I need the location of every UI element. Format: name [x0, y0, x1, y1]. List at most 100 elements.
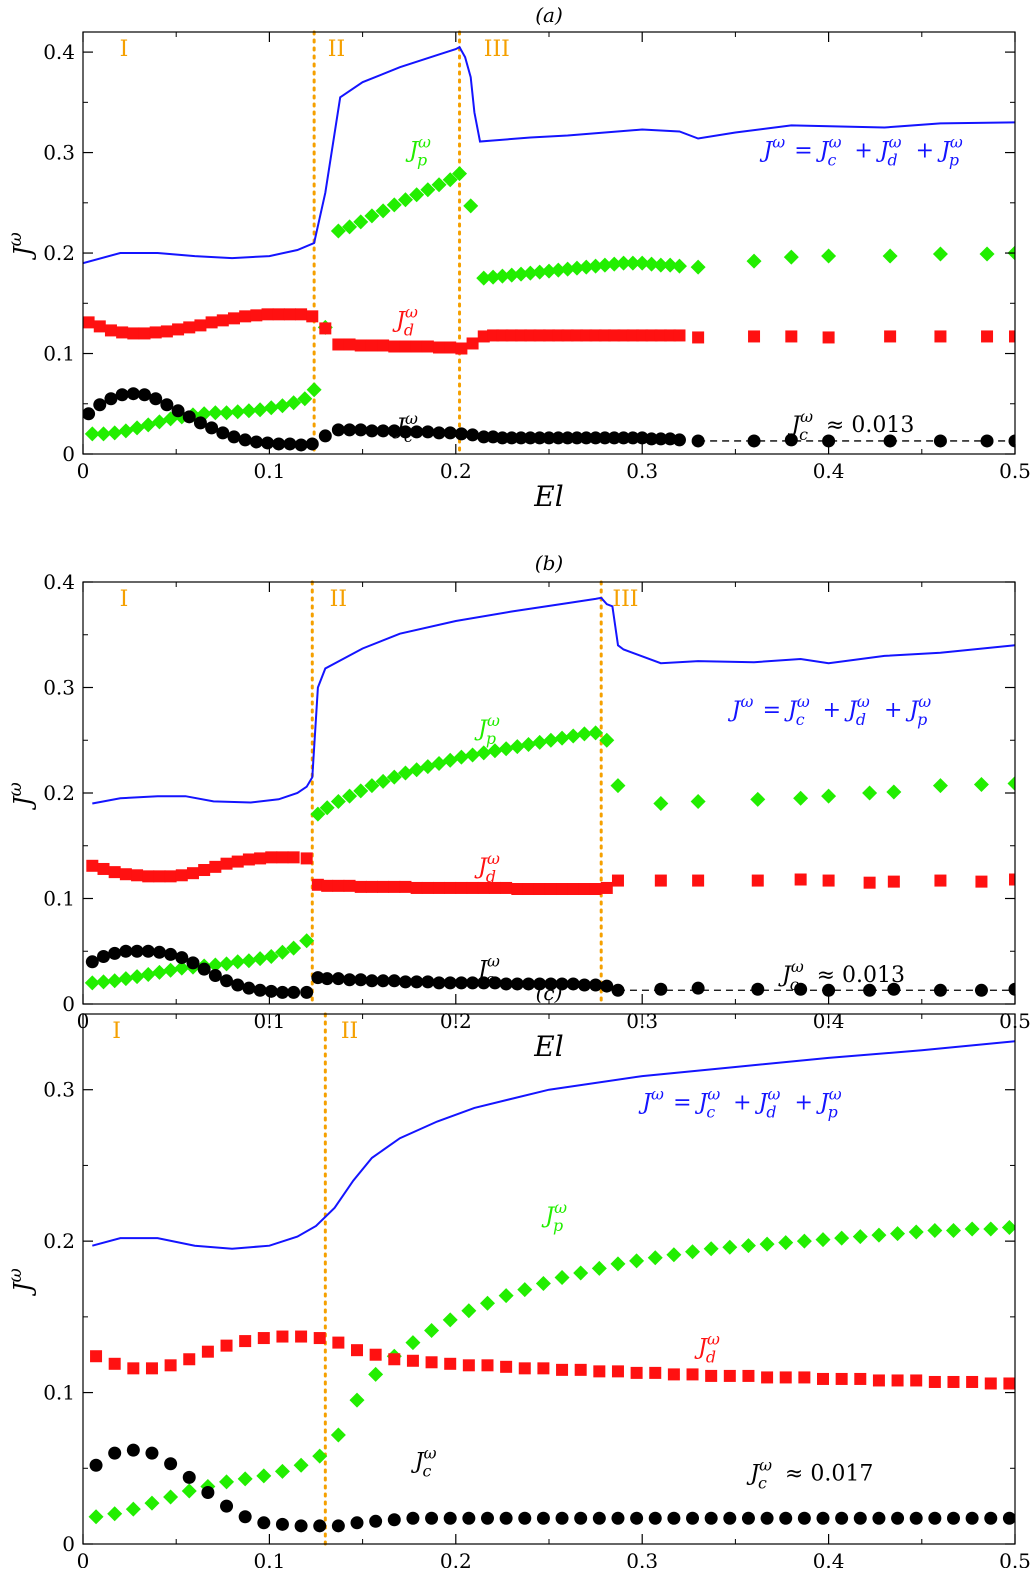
point-Jd — [518, 1362, 531, 1375]
point-Jd — [854, 1372, 867, 1385]
point-Jc — [723, 1511, 737, 1525]
y-axis-label-group: Jω — [6, 782, 37, 811]
point-Jd — [751, 874, 764, 887]
point-Jp — [342, 219, 358, 235]
point-Jc — [354, 423, 368, 437]
point-Jd — [636, 329, 649, 342]
point-Jp — [532, 734, 548, 750]
point-Jc — [130, 944, 144, 958]
point-Jc — [398, 975, 412, 989]
point-Jd — [692, 331, 705, 344]
point-Jc — [741, 1511, 755, 1525]
point-Jp — [882, 248, 898, 264]
point-Jp — [241, 953, 257, 969]
region-label: III — [612, 587, 638, 612]
point-Jd — [934, 874, 947, 887]
panel-label: (b) — [535, 551, 563, 575]
point-Jc — [231, 978, 245, 992]
point-Jp — [241, 403, 257, 419]
point-Jp — [554, 1269, 570, 1285]
point-Jd — [611, 1365, 624, 1378]
point-Jd — [835, 1372, 848, 1385]
y-tick-label: 0.3 — [43, 141, 75, 165]
point-Jp — [174, 960, 190, 976]
point-Jc — [104, 392, 118, 406]
x-tick-label: 0 — [77, 1549, 90, 1568]
point-Jd — [186, 867, 199, 880]
point-Jd — [785, 330, 798, 343]
point-Jd — [231, 855, 244, 868]
point-Jp — [588, 725, 604, 741]
point-Jc — [600, 979, 614, 993]
series-line-total — [92, 1040, 1015, 1250]
point-Jp — [330, 223, 346, 239]
point-Jc — [97, 950, 111, 964]
point-Jd — [455, 881, 468, 894]
point-Jc — [488, 976, 502, 990]
point-Jd — [1009, 873, 1015, 886]
point-Jp — [722, 1239, 738, 1255]
point-Jc — [272, 437, 286, 451]
point-Jc — [343, 423, 357, 437]
point-Jc — [667, 1511, 681, 1525]
point-Jp — [504, 267, 520, 283]
point-Jc — [1008, 434, 1015, 448]
panel-label: (a) — [535, 3, 563, 27]
x-tick-label: 0.1 — [253, 459, 285, 483]
point-Jd — [574, 1363, 587, 1376]
point-Jc — [835, 1511, 849, 1525]
point-Jd — [365, 339, 378, 352]
y-tick-label: 0.4 — [43, 570, 75, 594]
point-Jc — [974, 983, 988, 997]
point-Jc — [443, 426, 457, 440]
point-Jd — [354, 880, 367, 893]
point-Jp — [588, 258, 604, 274]
point-Jd — [580, 329, 593, 342]
point-Jc — [350, 1516, 364, 1530]
region-label: II — [341, 1019, 358, 1044]
region-label: I — [120, 37, 129, 62]
series-line-total — [92, 596, 1015, 805]
point-Jp — [647, 1250, 663, 1266]
point-Jp — [330, 793, 346, 809]
y-axis-label-group: Jω — [6, 1268, 37, 1297]
point-Jc — [480, 1511, 494, 1525]
point-Jd — [142, 870, 155, 883]
point-Jc — [85, 955, 99, 969]
point-Jc — [607, 431, 621, 445]
point-Jp — [431, 177, 447, 193]
point-Jc — [201, 1486, 215, 1500]
point-Jc — [149, 392, 163, 406]
point-Jp — [297, 391, 313, 407]
point-Jp — [107, 973, 123, 989]
annotation-Jp: Jω p — [405, 133, 438, 170]
point-Jc — [510, 977, 524, 991]
point-Jp — [219, 1474, 235, 1490]
point-Jd — [928, 1375, 941, 1388]
point-Jc — [499, 977, 513, 991]
point-Jp — [560, 261, 576, 277]
point-Jp — [319, 800, 335, 816]
point-Jc — [294, 438, 308, 452]
point-Jc — [794, 982, 808, 996]
point-Jc — [300, 985, 314, 999]
point-Jp — [353, 783, 369, 799]
point-Jc — [171, 404, 185, 418]
annotation-Jp: Jω p — [474, 711, 507, 748]
point-Jd — [116, 326, 129, 339]
y-tick-label: 0 — [62, 992, 75, 1016]
point-Jp — [973, 777, 989, 793]
point-Jc — [425, 1511, 439, 1525]
point-Jp — [625, 255, 641, 271]
point-Jd — [487, 329, 500, 342]
point-Jc — [518, 1511, 532, 1525]
point-Jc — [816, 1511, 830, 1525]
x-tick-label: 0.1 — [253, 1549, 285, 1568]
point-Jd — [611, 874, 624, 887]
point-Jc — [579, 431, 593, 445]
point-Jc — [119, 944, 133, 958]
point-Jp — [662, 257, 678, 273]
point-Jp — [644, 256, 660, 272]
point-Jd — [145, 1362, 158, 1375]
point-Jp — [476, 745, 492, 761]
